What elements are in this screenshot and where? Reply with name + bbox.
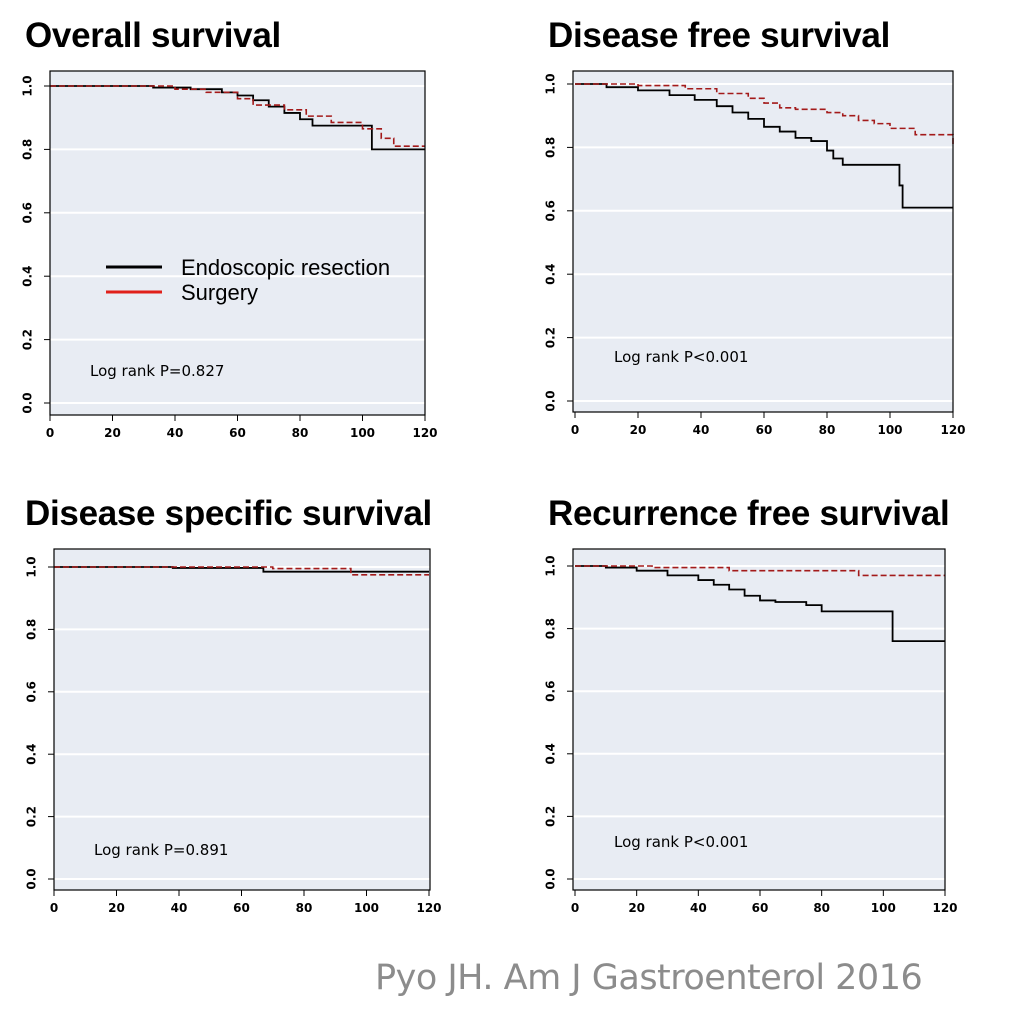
- x-tick-label: 40: [171, 901, 188, 915]
- x-tick-label: 20: [630, 423, 647, 437]
- x-tick-label: 0: [46, 426, 54, 440]
- log-rank-annotation: Log rank P=0.891: [94, 841, 228, 859]
- chart-3: 0 20 40 60 80 100 120 0.0 0.2 0.4 0.6 0.8 1.0 Log ran…: [25, 548, 442, 915]
- x-tick-label: 40: [690, 901, 707, 915]
- y-tick-label: 0.6: [544, 681, 558, 702]
- y-tick-label: 0.4: [25, 744, 39, 765]
- plot-frame: [572, 548, 946, 891]
- y-tick-label: 0.0: [544, 868, 558, 889]
- x-tick-label: 20: [104, 426, 121, 440]
- surgery-curve: [575, 565, 945, 577]
- y-tick-label: 1.0: [544, 73, 558, 94]
- y-tick-label: 0.8: [25, 619, 39, 640]
- log-rank-annotation: Log rank P<0.001: [614, 348, 748, 366]
- chart-2: 0 20 40 60 80 100 120 0.0 0.2 0.4 0.6 0.8 1.0 Log ran…: [544, 70, 966, 437]
- panel-title: Disease free survival: [548, 16, 890, 55]
- x-tick-label: 40: [693, 423, 710, 437]
- panel-title: Overall survival: [25, 16, 281, 55]
- endoscopic-resection-curve: [575, 565, 945, 643]
- chart-1: 0 20 40 60 80 100 120 0.0 0.2 0.4 0.6 0.8 1.0 Log ran…: [21, 70, 438, 440]
- endoscopic-resection-curve: [50, 85, 425, 151]
- x-tick-label: 120: [932, 901, 957, 915]
- surgery-curve: [54, 566, 429, 576]
- x-tick-label: 60: [233, 901, 250, 915]
- legend-label: Surgery: [181, 280, 258, 305]
- y-tick-label: 0.6: [25, 681, 39, 702]
- y-tick-label: 0.2: [544, 806, 558, 827]
- panel-title: Recurrence free survival: [548, 494, 950, 533]
- log-rank-annotation: Log rank P=0.827: [90, 362, 224, 380]
- x-tick-label: 120: [412, 426, 437, 440]
- y-tick-label: 0.4: [544, 264, 558, 285]
- y-tick-label: 0.6: [21, 202, 35, 223]
- x-tick-label: 0: [571, 423, 579, 437]
- x-tick-label: 100: [354, 901, 379, 915]
- x-tick-label: 40: [167, 426, 184, 440]
- y-tick-label: 0.2: [544, 327, 558, 348]
- y-tick-label: 0.0: [25, 868, 39, 889]
- x-tick-label: 20: [628, 901, 645, 915]
- plot-area: [54, 549, 430, 890]
- x-tick-label: 60: [752, 901, 769, 915]
- y-tick-label: 0.0: [544, 390, 558, 411]
- y-tick-label: 0.4: [544, 743, 558, 764]
- plot-frame: [572, 70, 954, 413]
- x-tick-label: 80: [296, 901, 313, 915]
- x-tick-label: 120: [416, 901, 441, 915]
- x-tick-label: 100: [877, 423, 902, 437]
- y-tick-label: 0.2: [21, 329, 35, 350]
- x-tick-label: 20: [108, 901, 125, 915]
- x-tick-label: 120: [940, 423, 965, 437]
- citation: Pyo JH. Am J Gastroenterol 2016: [375, 958, 923, 998]
- endoscopic-resection-curve: [54, 566, 429, 573]
- y-tick-label: 0.0: [21, 392, 35, 413]
- y-tick-label: 0.8: [21, 139, 35, 160]
- x-tick-label: 80: [292, 426, 309, 440]
- x-tick-label: 60: [229, 426, 246, 440]
- y-tick-label: 0.2: [25, 806, 39, 827]
- x-tick-label: 0: [50, 901, 58, 915]
- x-tick-label: 100: [350, 426, 375, 440]
- y-tick-label: 0.8: [544, 137, 558, 158]
- y-tick-label: 1.0: [544, 555, 558, 576]
- panel-title: Disease specific survival: [25, 494, 432, 533]
- legend-label: Endoscopic resection: [181, 255, 390, 280]
- plot-area: [573, 549, 945, 890]
- y-tick-label: 0.6: [544, 200, 558, 221]
- y-tick-label: 1.0: [21, 75, 35, 96]
- log-rank-annotation: Log rank P<0.001: [614, 833, 748, 851]
- x-tick-label: 100: [871, 901, 896, 915]
- y-tick-label: 0.4: [21, 266, 35, 287]
- surgery-curve: [575, 83, 954, 145]
- x-tick-label: 80: [813, 901, 830, 915]
- y-tick-label: 0.8: [544, 618, 558, 639]
- y-tick-label: 1.0: [25, 556, 39, 577]
- plot-area: [573, 71, 953, 412]
- x-tick-label: 60: [756, 423, 773, 437]
- chart-4: 0 20 40 60 80 100 120 0.0 0.2 0.4 0.6 0.8 1.0 Log ran…: [544, 548, 958, 915]
- endoscopic-resection-curve: [575, 83, 953, 209]
- surgery-curve: [50, 85, 425, 148]
- x-tick-label: 0: [571, 901, 579, 915]
- x-tick-label: 80: [819, 423, 836, 437]
